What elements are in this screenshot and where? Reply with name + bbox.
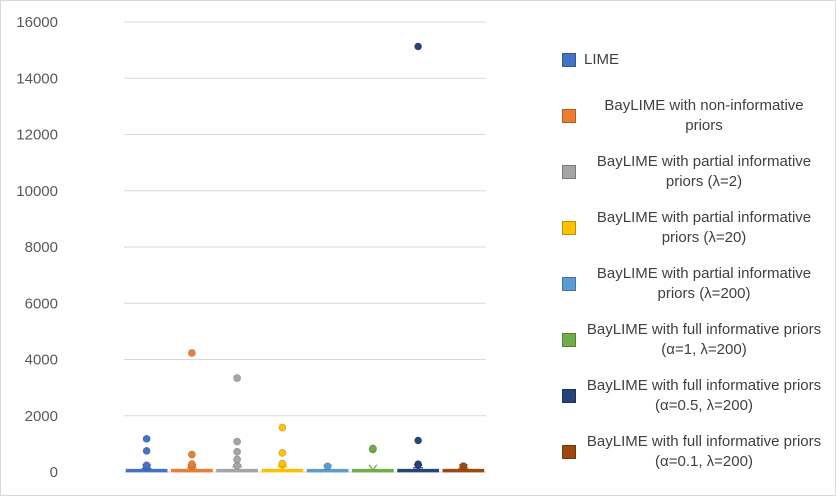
legend-swatch [562, 221, 576, 235]
legend-swatch [562, 277, 576, 291]
y-tick-label: 14000 [16, 70, 58, 87]
gridlines [124, 21, 486, 473]
box-series-2 [171, 349, 213, 473]
y-tick-label: 16000 [16, 14, 58, 31]
legend-item-8: BayLIME with full informative priors (α=… [562, 430, 832, 474]
y-tick-label: 10000 [16, 183, 58, 200]
mean-marker [368, 464, 378, 471]
outlier-point [278, 448, 287, 457]
outlier-point [187, 450, 196, 459]
outlier-point [233, 447, 242, 456]
outlier-point [233, 374, 242, 382]
legend-item-2: BayLIME with non-informative priors [562, 94, 832, 138]
legend-item-4: BayLIME with partial informative priors … [562, 206, 832, 250]
legend-label: BayLIME with partial informative priors … [596, 153, 812, 190]
legend-label: LIME [584, 51, 620, 68]
legend-label: BayLIME with full informative priors (α=… [586, 433, 822, 470]
box-series-7 [397, 42, 439, 473]
box-series [125, 42, 485, 473]
outlier-point [368, 444, 377, 453]
box-series-1 [125, 434, 168, 473]
outlier-point [278, 423, 287, 432]
box-series-5 [306, 462, 349, 473]
outlier-point [142, 461, 151, 470]
outlier-point [187, 349, 196, 357]
legend-swatch [562, 165, 576, 179]
legend-swatch [562, 445, 576, 459]
outlier-point [459, 462, 468, 470]
legend-label: BayLIME with non-informative priors [604, 97, 804, 134]
y-tick-label: 6000 [25, 295, 58, 312]
legend-label: BayLIME with full informative priors (α=… [586, 377, 822, 414]
mean-marker [277, 464, 287, 471]
outlier-point [414, 460, 423, 469]
box-series-6 [352, 444, 394, 473]
legend-item-5: BayLIME with partial informative priors … [562, 262, 832, 306]
outlier-point [142, 447, 151, 455]
outlier-point [414, 436, 423, 445]
outlier-point [278, 459, 287, 468]
outlier-point [414, 42, 423, 51]
legend-label: BayLIME with partial informative priors … [596, 209, 812, 246]
legend-swatch [562, 109, 576, 123]
legend-swatch [562, 389, 576, 403]
legend-item-1: LIME [562, 38, 832, 82]
box-series-4 [261, 423, 304, 473]
legend-item-6: BayLIME with full informative priors (α=… [562, 318, 832, 362]
legend-label: BayLIME with partial informative priors … [596, 265, 812, 302]
outlier-point [233, 455, 242, 464]
legend-item-3: BayLIME with partial informative priors … [562, 150, 832, 194]
y-tick-label: 8000 [25, 239, 58, 256]
legend-label: BayLIME with full informative priors (α=… [586, 321, 822, 358]
outlier-point [142, 434, 151, 443]
outlier-point [187, 460, 196, 469]
legend-swatch [562, 53, 576, 67]
outlier-point [323, 462, 332, 471]
outlier-point [233, 437, 242, 446]
y-tick-label: 2000 [25, 408, 58, 425]
y-tick-label: 12000 [16, 127, 58, 144]
y-tick-label: 0 [50, 464, 58, 481]
legend-item-7: BayLIME with full informative priors (α=… [562, 374, 832, 418]
legend-swatch [562, 333, 576, 347]
box-series-8 [442, 462, 485, 473]
y-axis-ticks: 0 2000 4000 6000 8000 10000 12000 14000 16000 [16, 14, 58, 481]
box-series-3 [216, 374, 258, 473]
y-tick-label: 4000 [25, 352, 58, 369]
